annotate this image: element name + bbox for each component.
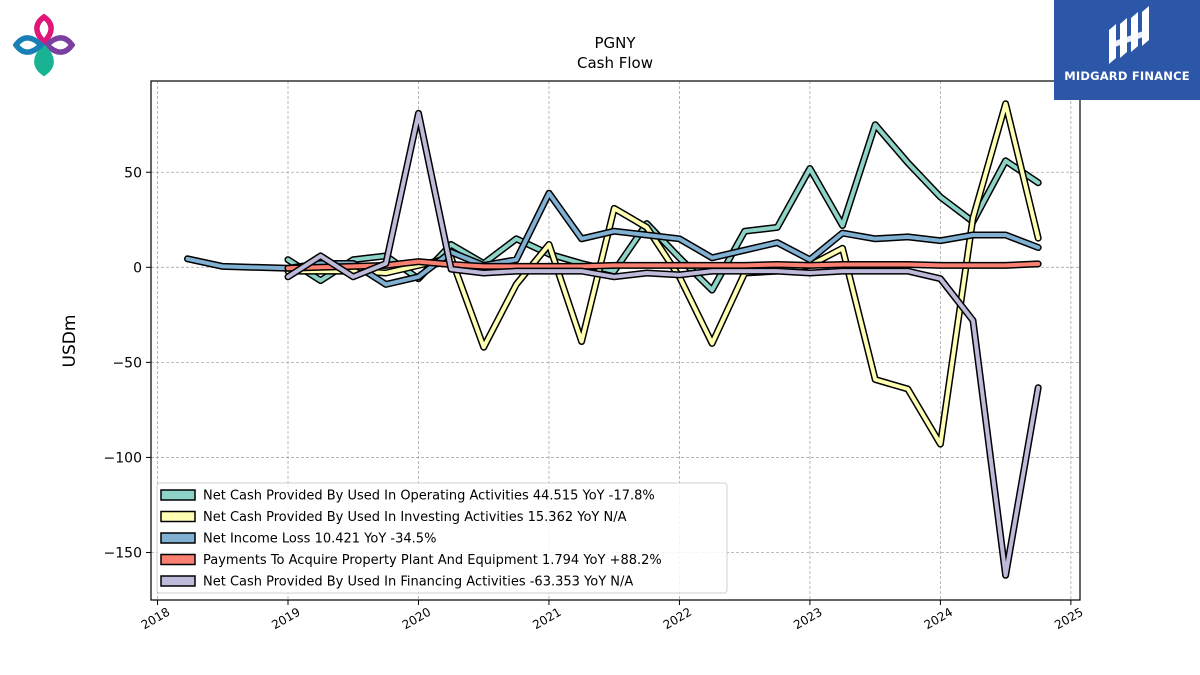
- legend-entry: Payments To Acquire Property Plant And E…: [203, 553, 662, 568]
- x-tick-label: 2025: [1052, 605, 1085, 632]
- legend-swatch: [160, 553, 196, 566]
- midgard-logo-icon: [1109, 6, 1149, 64]
- series-line: [284, 109, 1042, 579]
- series-line: [284, 100, 1042, 448]
- x-tick-label: 2023: [791, 605, 824, 632]
- x-tick-label: 2019: [269, 605, 302, 632]
- y-tick-label: −100: [104, 450, 142, 466]
- series-line: [284, 258, 1042, 272]
- plot-frame: [150, 80, 1081, 601]
- x-tick-label: 2024: [922, 605, 955, 632]
- series-stroke: [286, 101, 1041, 447]
- legend: Net Cash Provided By Used In Operating A…: [156, 482, 728, 594]
- x-tick-label: 2020: [400, 605, 433, 632]
- chart-subtitle: Cash Flow: [577, 54, 653, 72]
- y-tick-label: −150: [104, 545, 142, 561]
- legend-entry: Net Cash Provided By Used In Investing A…: [203, 510, 627, 525]
- x-tick-label: 2018: [139, 605, 172, 632]
- chart-title: PGNY: [594, 34, 636, 52]
- y-tick-label: 0: [133, 260, 142, 276]
- x-tick-label: 2021: [530, 605, 563, 632]
- legend-swatch: [160, 489, 196, 501]
- y-tick-label: 50: [124, 165, 142, 181]
- y-tick-label: −50: [112, 355, 142, 371]
- legend-swatch: [160, 510, 196, 523]
- x-tick-label: 2022: [661, 605, 694, 632]
- brand-badge: MIDGARD FINANCE: [1054, 0, 1200, 100]
- legend-entry: Net Cash Provided By Used In Operating A…: [203, 489, 655, 504]
- series-stroke: [286, 111, 1041, 578]
- y-axis: 50 0 −50 −100 −150: [104, 165, 151, 561]
- legend-entry: Net Cash Provided By Used In Financing A…: [203, 575, 633, 590]
- legend-entry: Net Income Loss 10.421 YoY -34.5%: [203, 532, 436, 547]
- y-axis-label: USDm: [60, 315, 80, 368]
- series-layer: [184, 100, 1042, 579]
- series-stroke: [286, 259, 1041, 271]
- x-axis: 2018 2019 2020 2021 2022 2023 2024 2025: [139, 600, 1086, 632]
- legend-swatch: [160, 532, 196, 544]
- brand-name: MIDGARD FINANCE: [1064, 69, 1190, 83]
- clover-logo-icon: [12, 13, 76, 77]
- legend-swatch: [160, 575, 196, 587]
- legend-box: [156, 482, 728, 594]
